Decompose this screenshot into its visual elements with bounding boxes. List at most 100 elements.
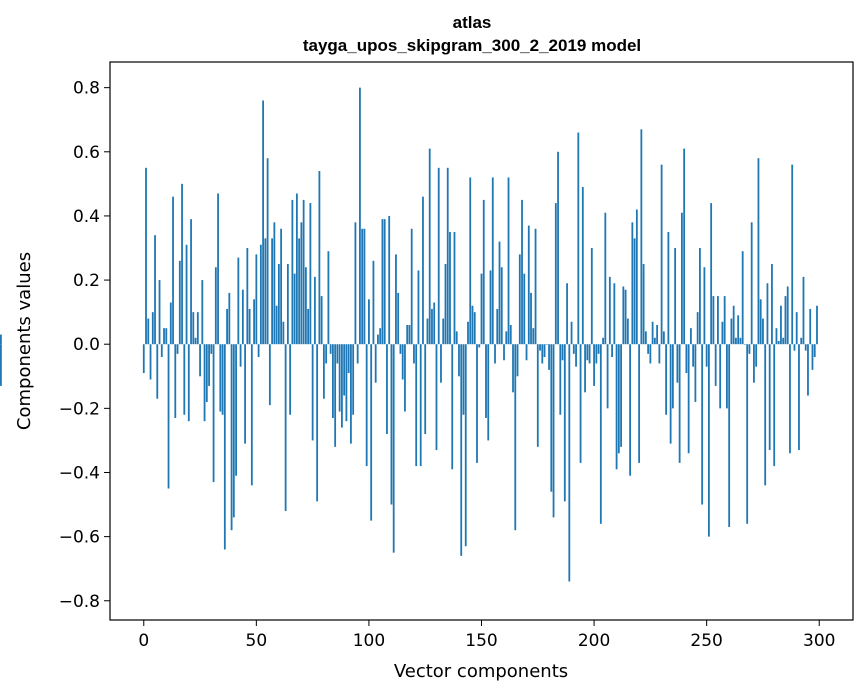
bar [338, 344, 341, 412]
bar [606, 344, 609, 409]
bar [523, 273, 526, 345]
bar [453, 231, 456, 345]
bar [392, 344, 395, 553]
bar [230, 344, 233, 531]
bar [413, 344, 415, 364]
bar [374, 344, 377, 383]
bar [503, 344, 505, 361]
bar [280, 228, 283, 345]
bar [440, 344, 442, 383]
bar [721, 321, 724, 345]
bar [325, 344, 328, 364]
bar [622, 286, 625, 345]
chart-subtitle: tayga_upos_skipgram_300_2_2019 model [303, 36, 641, 55]
bar [284, 344, 287, 511]
bar [455, 331, 458, 345]
bar [449, 231, 451, 345]
bar [154, 235, 156, 345]
bar [332, 344, 334, 418]
bar [226, 308, 228, 345]
bar [473, 312, 476, 345]
bar [667, 231, 670, 345]
bar [212, 344, 215, 483]
bar [717, 296, 719, 345]
bar [244, 344, 246, 444]
bar [397, 292, 400, 345]
bar [662, 331, 665, 345]
plot-frame [109, 61, 854, 621]
bar [350, 344, 352, 444]
bar [633, 238, 636, 345]
bar [746, 344, 749, 524]
bar [802, 276, 805, 345]
bar [228, 292, 231, 345]
bar [674, 248, 677, 345]
bar [530, 292, 532, 345]
bar [708, 344, 710, 537]
bar [624, 289, 627, 345]
bar [748, 344, 751, 354]
bar [608, 276, 611, 345]
bar [190, 219, 192, 345]
bar [221, 344, 224, 415]
bar [498, 241, 501, 345]
bar [442, 318, 445, 345]
bar [642, 264, 645, 345]
x-tick-label: 250 [690, 631, 722, 651]
bar [381, 219, 384, 345]
bar [0, 334, 2, 345]
bar [419, 344, 422, 467]
bar [404, 344, 406, 412]
bar [509, 324, 512, 345]
x-tick-label: 300 [803, 631, 835, 651]
bar [687, 344, 690, 454]
bar [422, 196, 424, 345]
bar [172, 196, 174, 345]
bar [719, 344, 722, 409]
bar [316, 344, 319, 502]
bar [322, 344, 325, 399]
bar [759, 299, 762, 345]
y-axis-label: Components values [14, 252, 35, 430]
bar [640, 129, 643, 345]
bar [295, 193, 298, 345]
bar [566, 283, 568, 345]
bar [680, 212, 683, 345]
bar [262, 100, 264, 345]
bar [165, 328, 168, 345]
bar [318, 171, 321, 345]
bar [487, 344, 490, 441]
x-tick-label: 0 [138, 631, 149, 651]
bar [183, 344, 186, 415]
bar [710, 203, 713, 345]
bar [500, 267, 503, 345]
bar [264, 238, 267, 345]
bar [732, 305, 735, 345]
bar [771, 264, 773, 345]
bar [816, 305, 818, 345]
bar [703, 267, 706, 345]
bar [699, 248, 701, 345]
bar [223, 344, 226, 550]
bar [361, 228, 364, 345]
bar [248, 308, 251, 345]
bar [255, 254, 258, 345]
bar [395, 254, 397, 345]
bar [552, 344, 555, 518]
y-tick-label: −0.2 [59, 399, 100, 419]
bar [196, 312, 199, 345]
bar [174, 344, 177, 418]
bar [388, 215, 391, 345]
bar [311, 344, 314, 441]
bar [739, 337, 742, 345]
bar [811, 344, 814, 370]
x-axis-ticks: 0 50 100 150 200 250 300 [138, 620, 835, 651]
x-axis-label: Vector components [394, 661, 568, 682]
bar [485, 344, 487, 418]
bar [653, 337, 656, 345]
bar [446, 167, 449, 345]
bar [577, 132, 580, 345]
bar [0, 344, 2, 386]
bar [685, 344, 688, 374]
bar [518, 254, 521, 345]
